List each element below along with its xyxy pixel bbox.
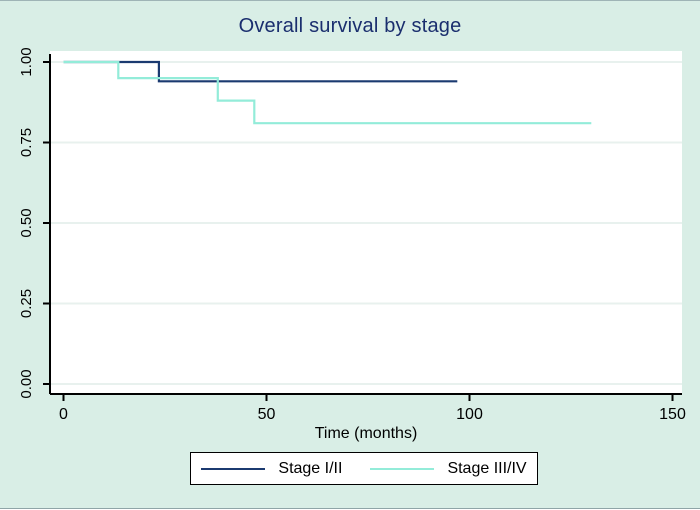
x-axis-title: Time (months) bbox=[315, 425, 418, 442]
x-tick-label: 100 bbox=[456, 406, 483, 423]
stage-1-2-line-sample bbox=[201, 467, 266, 470]
y-tick-label: 0.00 bbox=[18, 369, 35, 398]
y-tick-label: 1.00 bbox=[18, 47, 35, 76]
y-tick-label: 0.25 bbox=[18, 289, 35, 318]
x-tick-label: 0 bbox=[59, 406, 68, 423]
legend-label-stage-1-2: Stage I/II bbox=[278, 459, 343, 477]
legend-box: Stage I/II Stage III/IV bbox=[190, 452, 538, 485]
x-tick-label: 150 bbox=[659, 406, 686, 423]
legend-entry-stage-3-4: Stage III/IV bbox=[370, 459, 527, 478]
y-tick-label: 0.75 bbox=[18, 128, 35, 157]
stage-3-4-line-sample bbox=[370, 467, 435, 470]
x-tick-label: 50 bbox=[258, 406, 276, 423]
legend-label-stage-3-4: Stage III/IV bbox=[447, 459, 527, 477]
legend-entry-stage-1-2: Stage I/II bbox=[201, 460, 342, 478]
chart-title: Overall survival by stage bbox=[238, 15, 462, 37]
y-tick-label: 0.50 bbox=[18, 208, 35, 237]
survival-curve-stage-3-4 bbox=[63, 60, 592, 125]
